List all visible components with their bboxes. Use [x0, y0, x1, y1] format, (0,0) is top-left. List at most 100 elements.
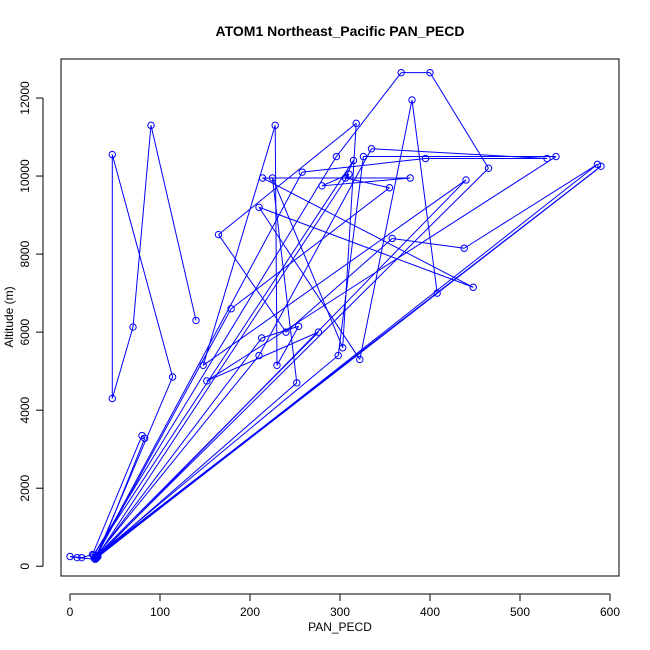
data-point [258, 174, 267, 182]
series-segment [96, 173, 350, 557]
data-point [141, 434, 149, 442]
series-segment [230, 187, 390, 310]
series-segment [218, 122, 357, 235]
plot-frame [60, 58, 620, 577]
series-segment [359, 99, 413, 360]
data-point [78, 553, 86, 562]
series-segment [95, 308, 232, 557]
data-point [408, 96, 416, 104]
data-point [268, 174, 277, 182]
series-segment [150, 125, 197, 321]
series-segment [321, 177, 411, 187]
x-axis: 0 100 200 300 400 500 600 [67, 593, 620, 619]
data-point [332, 152, 341, 161]
y-tick-label: 6000 [18, 318, 32, 345]
data-point [73, 553, 81, 562]
data-point [271, 121, 279, 130]
series-segment [96, 331, 319, 556]
data-point [66, 552, 74, 561]
series-segment [95, 163, 598, 559]
x-tick-label: 400 [420, 605, 440, 619]
series-segment [206, 156, 557, 382]
data-point [356, 355, 364, 364]
series-points [66, 68, 605, 563]
series-segment [69, 555, 82, 559]
data-point [385, 184, 394, 192]
data-point [298, 168, 306, 176]
data-point [543, 154, 551, 163]
data-point [168, 373, 177, 381]
data-point [397, 68, 405, 77]
series-segment [111, 154, 174, 378]
data-point [388, 234, 396, 243]
series-segment [336, 72, 402, 157]
data-point [94, 552, 102, 561]
x-axis-label: PAN_PECD [308, 620, 372, 634]
y-tick-label: 10000 [18, 159, 32, 193]
data-point [406, 174, 414, 182]
data-point [345, 170, 353, 178]
series-segment [463, 163, 598, 249]
data-point [282, 328, 290, 336]
y-tick-label: 8000 [18, 240, 32, 267]
data-point [352, 119, 360, 128]
series-segment [258, 206, 361, 360]
data-point [129, 323, 137, 331]
x-tick-label: 300 [330, 605, 350, 619]
x-tick-label: 0 [67, 605, 74, 619]
data-point [108, 394, 117, 403]
data-point [593, 160, 602, 169]
data-point [93, 551, 101, 560]
series-segment [261, 325, 299, 339]
data-point [462, 176, 470, 184]
x-tick-label: 600 [600, 605, 620, 619]
data-point [349, 156, 358, 165]
series-segment [202, 125, 276, 366]
y-tick-label: 0 [18, 563, 32, 570]
y-axis: 0 2000 4000 6000 8000 10000 12000 [18, 81, 44, 570]
series-segment [342, 123, 357, 348]
data-point [469, 283, 477, 291]
chart-title: ATOM1 Northeast_Pacific PAN_PECD [216, 23, 465, 39]
data-point [293, 379, 301, 387]
series-segment [321, 173, 350, 187]
data-point [227, 305, 235, 313]
data-point [421, 154, 430, 163]
series-segment [337, 156, 364, 356]
series-segment [202, 179, 467, 366]
data-point [294, 322, 303, 330]
series-lines [69, 72, 602, 560]
y-tick-label: 2000 [18, 475, 32, 502]
data-point [92, 554, 100, 563]
data-point [460, 244, 468, 252]
data-point [214, 230, 223, 239]
data-point [147, 121, 155, 130]
series-segment [302, 158, 426, 173]
series-segment [132, 125, 152, 328]
data-point [359, 152, 368, 161]
data-point [192, 316, 200, 325]
y-axis-label: Altitude (m) [2, 286, 16, 347]
series-segment [258, 206, 474, 288]
series-segment [272, 177, 298, 383]
series-segment [93, 171, 303, 559]
series-segment [429, 72, 489, 169]
series-segment [94, 355, 260, 558]
series-segment [95, 337, 263, 557]
data-point [318, 182, 326, 190]
data-point [334, 351, 342, 360]
data-point [203, 377, 211, 385]
y-tick-label: 12000 [18, 81, 32, 115]
data-point [255, 203, 263, 211]
data-point [339, 344, 347, 352]
data-point [484, 164, 493, 172]
series-segment [97, 382, 298, 557]
series-segment [92, 156, 337, 556]
series-segment [92, 160, 354, 556]
x-tick-label: 100 [150, 605, 170, 619]
data-point [258, 334, 266, 342]
data-point [597, 162, 605, 171]
series-segment [111, 326, 134, 399]
data-point [552, 152, 560, 161]
